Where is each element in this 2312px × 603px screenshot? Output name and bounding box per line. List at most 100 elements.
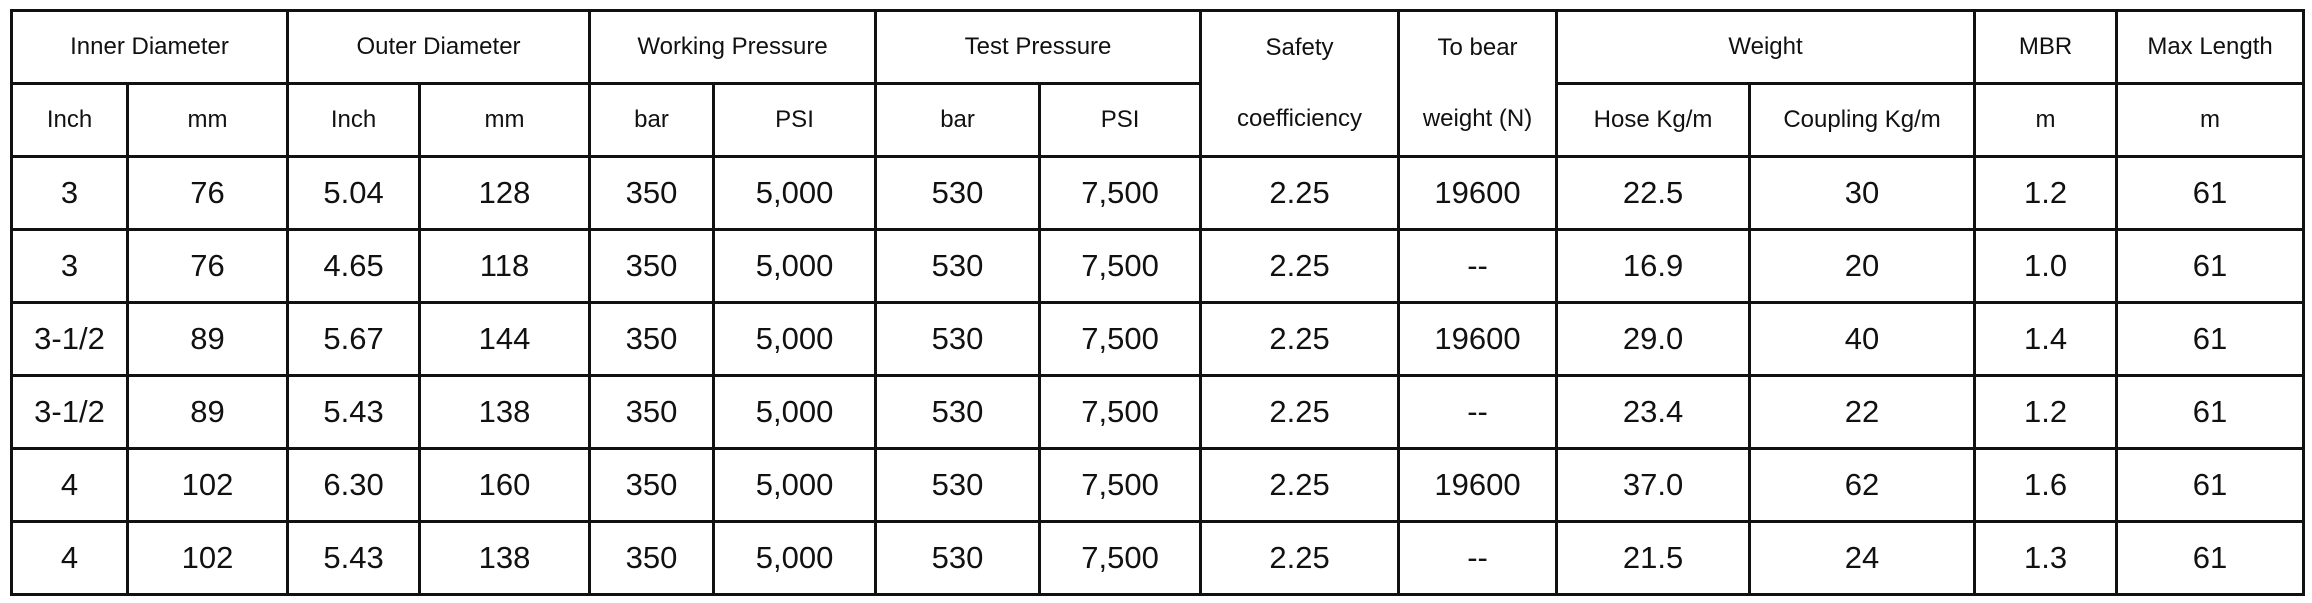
cell-outer-inch: 5.43	[286, 374, 422, 450]
header-weight: Weight	[1555, 9, 1977, 85]
cell-coupling-kgm: 24	[1748, 520, 1977, 596]
cell-tp-bar: 530	[874, 520, 1042, 596]
cell-outer-inch: 5.43	[286, 520, 422, 596]
cell-bear-weight: --	[1397, 520, 1559, 596]
cell-wp-bar: 350	[588, 301, 716, 377]
cell-tp-psi: 7,500	[1038, 301, 1203, 377]
header-row-groups: Inner Diameter Outer Diameter Working Pr…	[9, 9, 2306, 85]
table-row: 4 102 5.43 138 350 5,000 530 7,500 2.25 …	[10, 520, 2306, 596]
header-inner-diameter: Inner Diameter	[9, 9, 290, 85]
cell-tp-psi: 7,500	[1038, 447, 1203, 523]
cell-inner-mm: 76	[125, 155, 290, 231]
cell-hose-kgm: 23.4	[1555, 374, 1752, 450]
subheader-hose-kgm: Hose Kg/m	[1555, 82, 1752, 158]
cell-inner-mm: 102	[125, 520, 290, 596]
header-max-length: Max Length	[2115, 9, 2306, 85]
cell-outer-mm: 138	[418, 520, 592, 596]
header-test-pressure: Test Pressure	[874, 9, 1203, 85]
cell-mbr: 1.2	[1973, 155, 2119, 231]
cell-tp-psi: 7,500	[1038, 520, 1203, 596]
cell-safety: 2.25	[1199, 374, 1401, 450]
subheader-wp-psi: PSI	[712, 82, 878, 158]
cell-tp-psi: 7,500	[1038, 228, 1203, 304]
table-row: 3 76 4.65 118 350 5,000 530 7,500 2.25 -…	[10, 228, 2306, 304]
header-bear-line2: weight (N)	[1397, 83, 1559, 158]
cell-inner-inch: 3-1/2	[10, 374, 129, 450]
cell-safety: 2.25	[1199, 447, 1401, 523]
header-bear-line1: To bear	[1397, 9, 1559, 84]
cell-hose-kgm: 22.5	[1555, 155, 1752, 231]
cell-wp-bar: 350	[588, 374, 716, 450]
cell-safety: 2.25	[1199, 155, 1401, 231]
cell-mbr: 1.3	[1973, 520, 2119, 596]
cell-bear-weight: --	[1397, 374, 1559, 450]
cell-coupling-kgm: 62	[1748, 447, 1977, 523]
cell-hose-kgm: 21.5	[1555, 520, 1752, 596]
cell-inner-inch: 3	[10, 228, 129, 304]
cell-outer-mm: 118	[418, 228, 592, 304]
cell-outer-mm: 144	[418, 301, 592, 377]
cell-wp-bar: 350	[588, 228, 716, 304]
cell-bear-weight: --	[1397, 228, 1559, 304]
cell-max-length: 61	[2115, 374, 2306, 450]
cell-inner-inch: 4	[10, 447, 129, 523]
cell-wp-psi: 5,000	[712, 520, 878, 596]
cell-coupling-kgm: 22	[1748, 374, 1977, 450]
cell-mbr: 1.6	[1973, 447, 2119, 523]
cell-inner-mm: 76	[125, 228, 290, 304]
cell-tp-psi: 7,500	[1038, 155, 1203, 231]
cell-bear-weight: 19600	[1397, 301, 1559, 377]
cell-tp-bar: 530	[874, 228, 1042, 304]
table-row: 3-1/2 89 5.67 144 350 5,000 530 7,500 2.…	[10, 301, 2306, 377]
cell-mbr: 1.4	[1973, 301, 2119, 377]
spec-table-container: Inner Diameter Outer Diameter Working Pr…	[9, 9, 2306, 596]
subheader-coupling-kgm: Coupling Kg/m	[1748, 82, 1977, 158]
table-row: 3-1/2 89 5.43 138 350 5,000 530 7,500 2.…	[10, 374, 2306, 450]
cell-max-length: 61	[2115, 228, 2306, 304]
cell-wp-bar: 350	[588, 520, 716, 596]
cell-mbr: 1.2	[1973, 374, 2119, 450]
cell-wp-psi: 5,000	[712, 155, 878, 231]
cell-inner-mm: 89	[125, 301, 290, 377]
cell-wp-bar: 350	[588, 447, 716, 523]
table-row: 3 76 5.04 128 350 5,000 530 7,500 2.25 1…	[10, 155, 2306, 231]
cell-max-length: 61	[2115, 447, 2306, 523]
cell-max-length: 61	[2115, 155, 2306, 231]
cell-wp-psi: 5,000	[712, 301, 878, 377]
cell-safety: 2.25	[1199, 520, 1401, 596]
cell-hose-kgm: 29.0	[1555, 301, 1752, 377]
header-mbr: MBR	[1973, 9, 2119, 85]
subheader-wp-bar: bar	[588, 82, 716, 158]
cell-outer-inch: 5.04	[286, 155, 422, 231]
cell-tp-bar: 530	[874, 301, 1042, 377]
cell-tp-bar: 530	[874, 374, 1042, 450]
cell-mbr: 1.0	[1973, 228, 2119, 304]
header-safety-line1: Safety	[1199, 9, 1401, 84]
cell-coupling-kgm: 20	[1748, 228, 1977, 304]
cell-tp-bar: 530	[874, 155, 1042, 231]
header-outer-diameter: Outer Diameter	[286, 9, 592, 85]
subheader-outer-inch: Inch	[286, 82, 422, 158]
header-safety-line2: coefficiency	[1199, 83, 1401, 158]
cell-outer-inch: 6.30	[286, 447, 422, 523]
subheader-inner-mm: mm	[125, 82, 290, 158]
cell-wp-psi: 5,000	[712, 228, 878, 304]
cell-tp-bar: 530	[874, 447, 1042, 523]
cell-hose-kgm: 37.0	[1555, 447, 1752, 523]
subheader-outer-mm: mm	[418, 82, 592, 158]
subheader-tp-psi: PSI	[1038, 82, 1203, 158]
subheader-max-length-unit: m	[2115, 82, 2306, 158]
header-working-pressure: Working Pressure	[588, 9, 878, 85]
cell-outer-mm: 138	[418, 374, 592, 450]
cell-max-length: 61	[2115, 301, 2306, 377]
hose-spec-table: Inner Diameter Outer Diameter Working Pr…	[9, 9, 2306, 596]
cell-tp-psi: 7,500	[1038, 374, 1203, 450]
cell-inner-mm: 102	[125, 447, 290, 523]
table-row: 4 102 6.30 160 350 5,000 530 7,500 2.25 …	[10, 447, 2306, 523]
subheader-mbr-unit: m	[1973, 82, 2119, 158]
cell-inner-inch: 4	[10, 520, 129, 596]
cell-bear-weight: 19600	[1397, 447, 1559, 523]
cell-coupling-kgm: 30	[1748, 155, 1977, 231]
cell-inner-inch: 3	[10, 155, 129, 231]
cell-outer-inch: 4.65	[286, 228, 422, 304]
